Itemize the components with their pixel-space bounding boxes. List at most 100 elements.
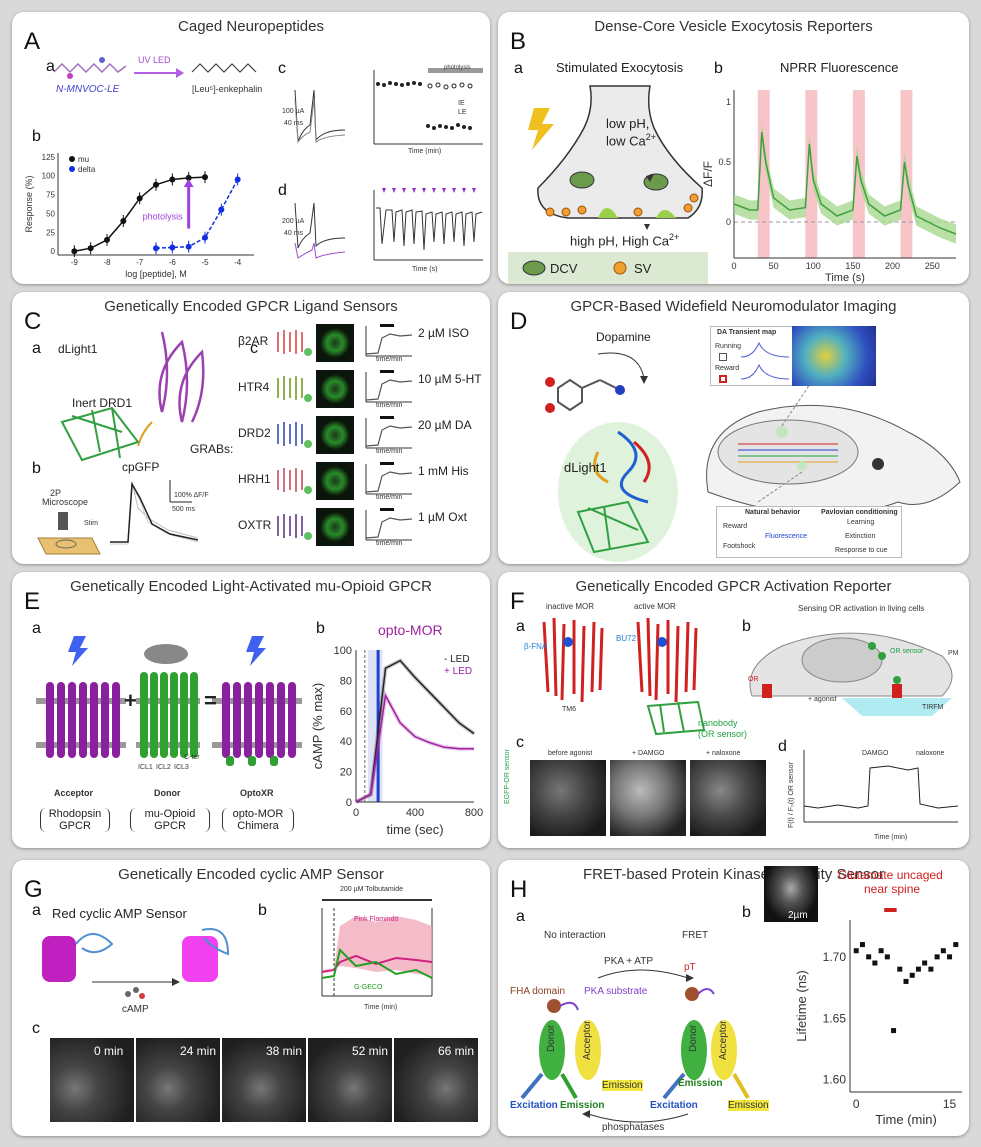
y-tick-label: 1 xyxy=(726,97,731,107)
stim-window xyxy=(805,90,818,258)
pka-label: PKA + ATP xyxy=(604,956,654,967)
receptor-label: HRH1 xyxy=(238,472,271,486)
panel-g: Genetically Encoded cyclic AMP Sensor G … xyxy=(12,860,490,1136)
series-line xyxy=(74,176,206,252)
x-axis-label: time/min xyxy=(376,402,403,409)
scope-label: Microscope xyxy=(42,497,89,507)
extinction-label: Extinction xyxy=(845,533,876,540)
panel-title: Genetically Encoded cyclic AMP Sensor xyxy=(118,866,384,883)
y-axis-title: cAMP (% max) xyxy=(310,683,325,769)
dlight-structure xyxy=(60,331,205,462)
receptor-cartoon xyxy=(277,376,312,402)
chart-dose-response: 0 25 50 75 100 125 -9 -8 -7 -6 -5 -4 log [peptide], … xyxy=(24,153,254,279)
icl-label: ICL1 xyxy=(138,764,153,771)
legend: IE xyxy=(458,100,465,107)
sub-line: Rhodopsin xyxy=(48,808,102,820)
timelapse-frame xyxy=(308,1038,392,1122)
sub-letter: c xyxy=(278,60,286,77)
data-point xyxy=(169,176,176,183)
ligand-response-trace xyxy=(365,324,413,357)
panel-title: GPCR-Based Widefield Neuromodulator Imag… xyxy=(570,298,897,315)
pink-label: Pink Flamindo xyxy=(354,916,399,923)
scope-label: 2P xyxy=(50,488,62,498)
spine-image xyxy=(764,866,818,922)
data-point xyxy=(922,960,928,966)
panel-letter: F xyxy=(510,588,525,615)
chart-camp: - LED+ LED 0 20 40 60 80 100 0 400 800 time (sec) c… xyxy=(310,645,483,837)
nanobody-label: nanobody xyxy=(698,718,738,728)
x-tick-label: 0 xyxy=(731,261,736,271)
panel-letter: E xyxy=(24,588,41,615)
sub-letter: a xyxy=(32,340,41,357)
mor-structures xyxy=(542,617,706,736)
x-tick-label: 15 xyxy=(943,1097,957,1111)
product-name: [Leu⁵]-enkephalin xyxy=(192,84,263,94)
acceptor-sub: Rhodopsin GPCR xyxy=(40,808,110,832)
legend-dcv: DCV xyxy=(550,261,578,276)
learning-label: Learning xyxy=(847,519,875,526)
icl-label: ICL2 xyxy=(156,764,171,771)
data-point xyxy=(136,195,143,202)
chart-or-sensor xyxy=(803,750,959,823)
acceptor-label: Acceptor xyxy=(54,788,94,798)
transient-traces xyxy=(740,341,790,380)
subtitle: NPRR Fluorescence xyxy=(780,60,899,75)
ligand-response-trace xyxy=(365,370,413,403)
data-point xyxy=(953,942,959,948)
scale: 40 ms xyxy=(284,230,304,237)
uv-arrow xyxy=(134,68,184,78)
sub-letter: a xyxy=(516,908,525,925)
data-point xyxy=(859,942,865,948)
heatmap xyxy=(792,326,876,386)
sub-letter: a xyxy=(46,58,55,75)
phosphatases-label: phosphatases xyxy=(602,1122,665,1133)
behavior-inset: Natural behavior Pavlovian conditioning … xyxy=(716,506,902,558)
subtitle: Sensing OR activation in living cells xyxy=(798,604,925,613)
fha-label: FHA domain xyxy=(510,986,566,997)
exocytosis-diagram xyxy=(508,85,708,284)
mouse-brain xyxy=(706,371,961,516)
time-label: 52 min xyxy=(352,1044,389,1058)
green-label: G-GECO xyxy=(354,984,383,991)
dlight-label: dLight1 xyxy=(58,342,98,356)
stim-window xyxy=(757,90,770,258)
product-molecule xyxy=(191,63,257,73)
sub-letter: b xyxy=(32,460,41,477)
ligand-response-trace xyxy=(365,462,413,495)
or-label: OR xyxy=(748,676,759,683)
sub-letter: c xyxy=(32,1020,40,1037)
tirf-image xyxy=(610,760,686,836)
sub-letter: b xyxy=(32,128,41,145)
photolysis-label: photolysis xyxy=(143,211,184,221)
emission-label: Emission xyxy=(602,1080,643,1091)
receptor-diagram xyxy=(36,636,302,766)
bar-label: 200 µM Tolbutamide xyxy=(340,886,404,893)
footshock-label: Footshock xyxy=(723,543,756,550)
panel-title: Genetically Encoded GPCR Activation Repo… xyxy=(575,578,892,595)
data-point xyxy=(185,243,192,250)
x-axis-label: Time (min) xyxy=(874,834,908,841)
x-axis-title: Time (min) xyxy=(875,1112,937,1127)
panel-a: Caged Neuropeptides A a N-MNVOC-LE UV LE… xyxy=(12,12,490,284)
scale: 100 µA xyxy=(282,108,305,115)
data-point xyxy=(71,248,78,255)
series-line xyxy=(355,659,475,803)
x-tick-label: 50 xyxy=(769,261,779,271)
x-tick-label: 800 xyxy=(465,807,483,819)
sub-letter: c xyxy=(516,734,524,751)
data-point xyxy=(928,966,934,972)
receptor-cartoon xyxy=(277,330,312,356)
low-ca-label: low Ca2+ xyxy=(606,132,656,148)
image-label: + DAMGO xyxy=(632,750,665,757)
response-label: Response to cue xyxy=(835,547,888,554)
sub-line: mu-Opioid xyxy=(144,808,196,820)
data-point xyxy=(872,960,878,966)
timelapse-frame xyxy=(394,1038,478,1122)
panel-b: Dense-Core Vesicle Exocytosis Reporters … xyxy=(498,12,969,284)
chart-nprr: 0 0.5 1 0 50 100 150 200 250 Time (s) ΔF/F xyxy=(701,90,957,284)
arrowhead xyxy=(183,179,194,187)
glutamate-label: Glutamate uncaged xyxy=(838,868,943,882)
time-label: 0 min xyxy=(94,1044,124,1058)
x-axis-label: Time (s) xyxy=(412,266,438,273)
y-tick-label: 125 xyxy=(42,153,56,162)
